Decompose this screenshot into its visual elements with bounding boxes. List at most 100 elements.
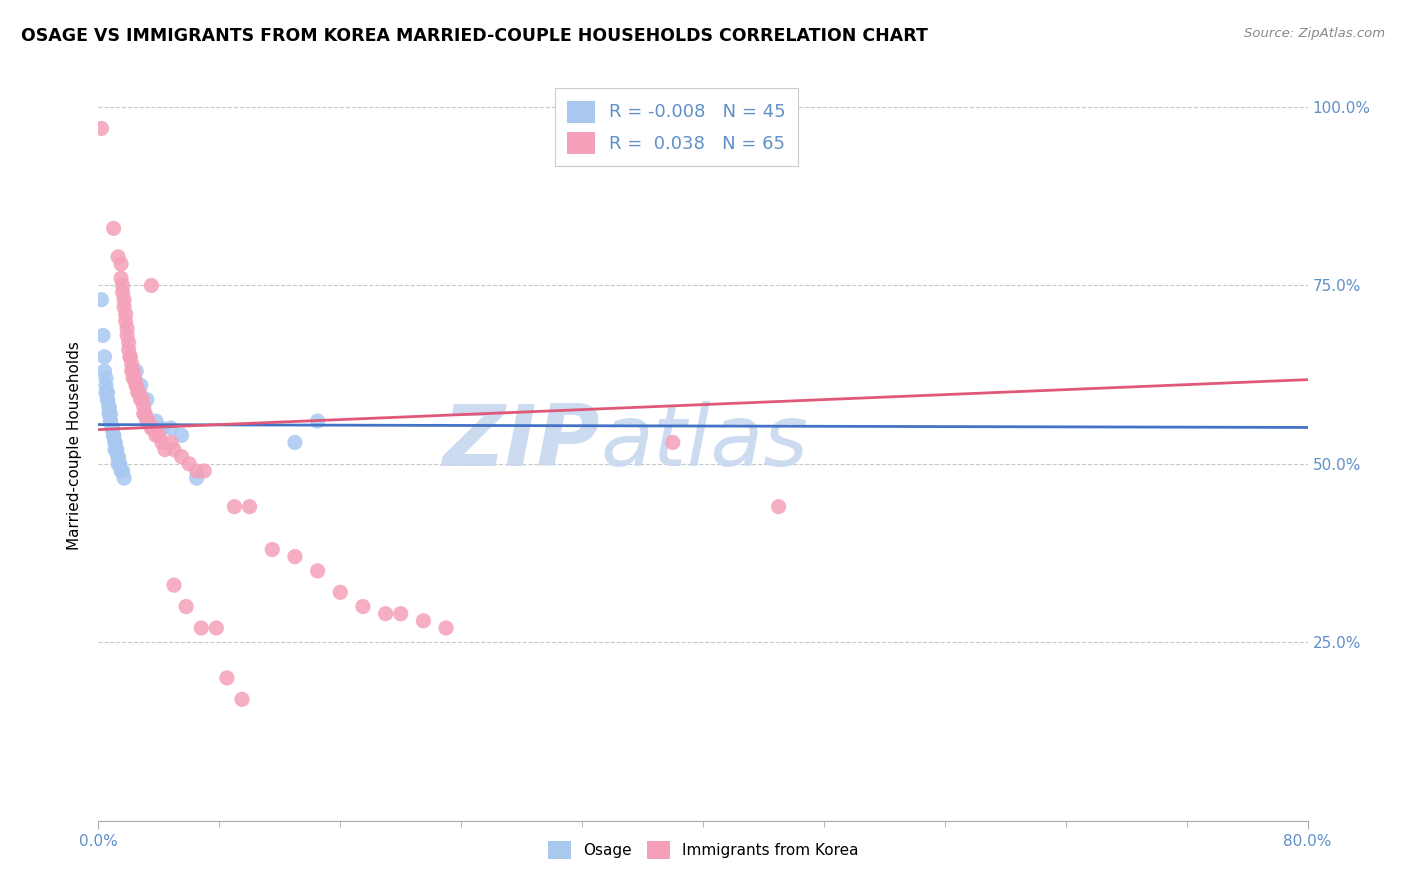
- Point: [101, 421, 124, 435]
- Point: [118, 335, 141, 350]
- Point: [135, 414, 157, 428]
- Point: [108, 457, 131, 471]
- Point: [111, 278, 134, 293]
- Legend: Osage, Immigrants from Korea: Osage, Immigrants from Korea: [541, 835, 865, 865]
- Point: [120, 350, 142, 364]
- Point: [108, 457, 131, 471]
- Point: [125, 364, 148, 378]
- Point: [94, 385, 117, 400]
- Point: [170, 450, 193, 464]
- Point: [96, 392, 118, 407]
- Point: [329, 585, 352, 599]
- Point: [215, 671, 238, 685]
- Point: [120, 350, 142, 364]
- Point: [103, 428, 125, 442]
- Point: [107, 450, 129, 464]
- Point: [115, 321, 138, 335]
- Point: [94, 371, 117, 385]
- Point: [131, 392, 153, 407]
- Text: Source: ZipAtlas.com: Source: ZipAtlas.com: [1244, 27, 1385, 40]
- Point: [135, 392, 157, 407]
- Point: [110, 271, 132, 285]
- Point: [101, 421, 124, 435]
- Point: [150, 435, 173, 450]
- Point: [98, 400, 121, 414]
- Point: [98, 400, 121, 414]
- Point: [100, 414, 122, 428]
- Point: [205, 621, 228, 635]
- Point: [141, 278, 163, 293]
- Point: [163, 578, 186, 592]
- Point: [121, 364, 143, 378]
- Point: [114, 307, 136, 321]
- Point: [90, 121, 112, 136]
- Point: [284, 435, 307, 450]
- Point: [112, 300, 135, 314]
- Point: [128, 385, 150, 400]
- Point: [224, 500, 246, 514]
- Point: [96, 392, 118, 407]
- Y-axis label: Married-couple Households: Married-couple Households: [67, 342, 83, 550]
- Point: [121, 357, 143, 371]
- Point: [111, 285, 134, 300]
- Point: [153, 442, 176, 457]
- Point: [174, 599, 197, 614]
- Point: [124, 371, 146, 385]
- Point: [110, 257, 132, 271]
- Point: [112, 293, 135, 307]
- Point: [374, 607, 396, 621]
- Point: [103, 428, 125, 442]
- Point: [103, 221, 125, 235]
- Point: [104, 435, 127, 450]
- Point: [105, 442, 128, 457]
- Point: [94, 378, 117, 392]
- Point: [132, 400, 155, 414]
- Point: [118, 343, 141, 357]
- Point: [179, 457, 201, 471]
- Point: [186, 471, 208, 485]
- Point: [284, 549, 307, 564]
- Point: [129, 392, 152, 407]
- Point: [132, 407, 155, 421]
- Point: [125, 378, 148, 392]
- Point: [193, 464, 215, 478]
- Point: [170, 428, 193, 442]
- Point: [107, 250, 129, 264]
- Point: [91, 328, 114, 343]
- Point: [127, 385, 149, 400]
- Point: [122, 364, 145, 378]
- Point: [160, 435, 183, 450]
- Point: [104, 435, 127, 450]
- Text: ZIP: ZIP: [443, 401, 600, 483]
- Point: [434, 621, 457, 635]
- Point: [262, 542, 284, 557]
- Point: [114, 314, 136, 328]
- Point: [112, 471, 135, 485]
- Point: [768, 500, 790, 514]
- Point: [150, 421, 173, 435]
- Point: [107, 457, 129, 471]
- Point: [90, 293, 112, 307]
- Point: [163, 442, 186, 457]
- Point: [96, 385, 118, 400]
- Text: OSAGE VS IMMIGRANTS FROM KOREA MARRIED-COUPLE HOUSEHOLDS CORRELATION CHART: OSAGE VS IMMIGRANTS FROM KOREA MARRIED-C…: [21, 27, 928, 45]
- Point: [145, 428, 167, 442]
- Point: [125, 378, 148, 392]
- Point: [136, 414, 159, 428]
- Text: atlas: atlas: [600, 401, 808, 483]
- Point: [100, 414, 122, 428]
- Point: [122, 371, 145, 385]
- Point: [101, 421, 124, 435]
- Point: [107, 450, 129, 464]
- Point: [352, 599, 374, 614]
- Point: [160, 421, 183, 435]
- Point: [141, 421, 163, 435]
- Point: [231, 692, 253, 706]
- Point: [148, 428, 170, 442]
- Point: [389, 607, 412, 621]
- Point: [134, 407, 156, 421]
- Point: [129, 378, 152, 392]
- Point: [661, 435, 683, 450]
- Point: [93, 350, 115, 364]
- Point: [115, 328, 138, 343]
